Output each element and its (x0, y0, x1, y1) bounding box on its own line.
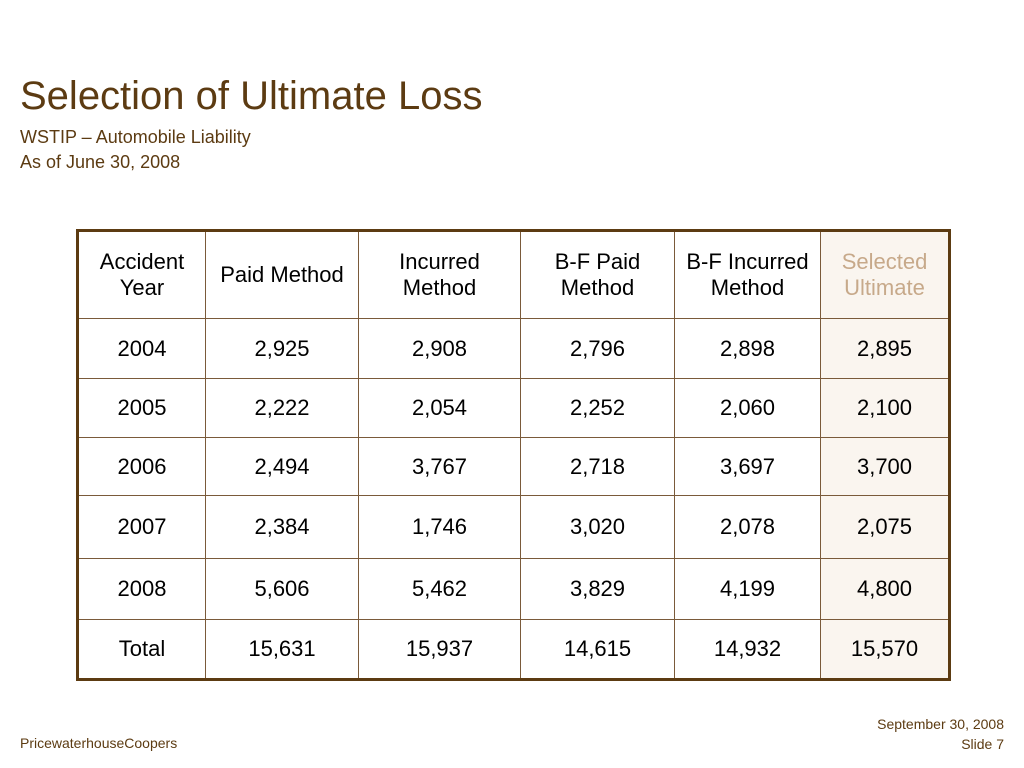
table-header-row: Accident Year Paid Method Incurred Metho… (77, 230, 950, 319)
header-accident-year: Accident Year (77, 230, 206, 319)
cell-incurred: 15,937 (358, 619, 521, 680)
cell-paid: 15,631 (205, 619, 359, 680)
cell-accident-year: 2008 (77, 558, 206, 620)
cell-bf-incurred: 2,060 (674, 378, 821, 438)
footer-date: September 30, 2008 (877, 716, 1004, 732)
ultimate-loss-table: Accident Year Paid Method Incurred Metho… (76, 229, 951, 681)
cell-incurred: 2,908 (358, 318, 521, 379)
header-paid-method: Paid Method (205, 230, 359, 319)
cell-selected: 2,075 (820, 495, 950, 559)
cell-bf-incurred: 2,078 (674, 495, 821, 559)
header-bf-paid-method: B-F Paid Method (520, 230, 675, 319)
cell-paid: 2,384 (205, 495, 359, 559)
cell-bf-paid: 2,718 (520, 437, 675, 496)
table-row: 2007 2,384 1,746 3,020 2,078 2,075 (77, 495, 950, 559)
cell-bf-paid: 3,829 (520, 558, 675, 620)
cell-accident-year: 2005 (77, 378, 206, 438)
cell-paid: 2,925 (205, 318, 359, 379)
cell-accident-year: 2006 (77, 437, 206, 496)
table-row: 2008 5,606 5,462 3,829 4,199 4,800 (77, 558, 950, 620)
cell-incurred: 3,767 (358, 437, 521, 496)
header-selected-ultimate: Selected Ultimate (820, 230, 950, 319)
cell-selected: 2,895 (820, 318, 950, 379)
cell-bf-paid: 3,020 (520, 495, 675, 559)
cell-selected: 15,570 (820, 619, 950, 680)
cell-bf-paid: 2,252 (520, 378, 675, 438)
cell-incurred: 1,746 (358, 495, 521, 559)
table-row: 2004 2,925 2,908 2,796 2,898 2,895 (77, 318, 950, 379)
slide-title: Selection of Ultimate Loss (20, 74, 483, 118)
cell-selected: 2,100 (820, 378, 950, 438)
cell-selected: 4,800 (820, 558, 950, 620)
cell-bf-incurred: 2,898 (674, 318, 821, 379)
cell-paid: 2,222 (205, 378, 359, 438)
cell-paid: 2,494 (205, 437, 359, 496)
header-incurred-method: Incurred Method (358, 230, 521, 319)
slide-subtitle: WSTIP – Automobile Liability (20, 127, 251, 147)
cell-accident-year: 2004 (77, 318, 206, 379)
cell-bf-incurred: 14,932 (674, 619, 821, 680)
cell-bf-incurred: 3,697 (674, 437, 821, 496)
table-row: 2006 2,494 3,767 2,718 3,697 3,700 (77, 437, 950, 496)
footer-company: PricewaterhouseCoopers (20, 735, 178, 751)
cell-bf-incurred: 4,199 (674, 558, 821, 620)
footer-info: September 30, 2008 Slide 7 (877, 714, 1004, 754)
slide-as-of-date: As of June 30, 2008 (20, 152, 181, 172)
cell-incurred: 2,054 (358, 378, 521, 438)
footer-slide-number: Slide 7 (961, 736, 1004, 752)
table-row: 2005 2,222 2,054 2,252 2,060 2,100 (77, 378, 950, 438)
table-total-row: Total 15,631 15,937 14,615 14,932 15,570 (77, 619, 950, 680)
header-bf-incurred-method: B-F Incurred Method (674, 230, 821, 319)
cell-total-label: Total (77, 619, 206, 680)
cell-paid: 5,606 (205, 558, 359, 620)
cell-incurred: 5,462 (358, 558, 521, 620)
cell-bf-paid: 14,615 (520, 619, 675, 680)
cell-bf-paid: 2,796 (520, 318, 675, 379)
cell-accident-year: 2007 (77, 495, 206, 559)
cell-selected: 3,700 (820, 437, 950, 496)
